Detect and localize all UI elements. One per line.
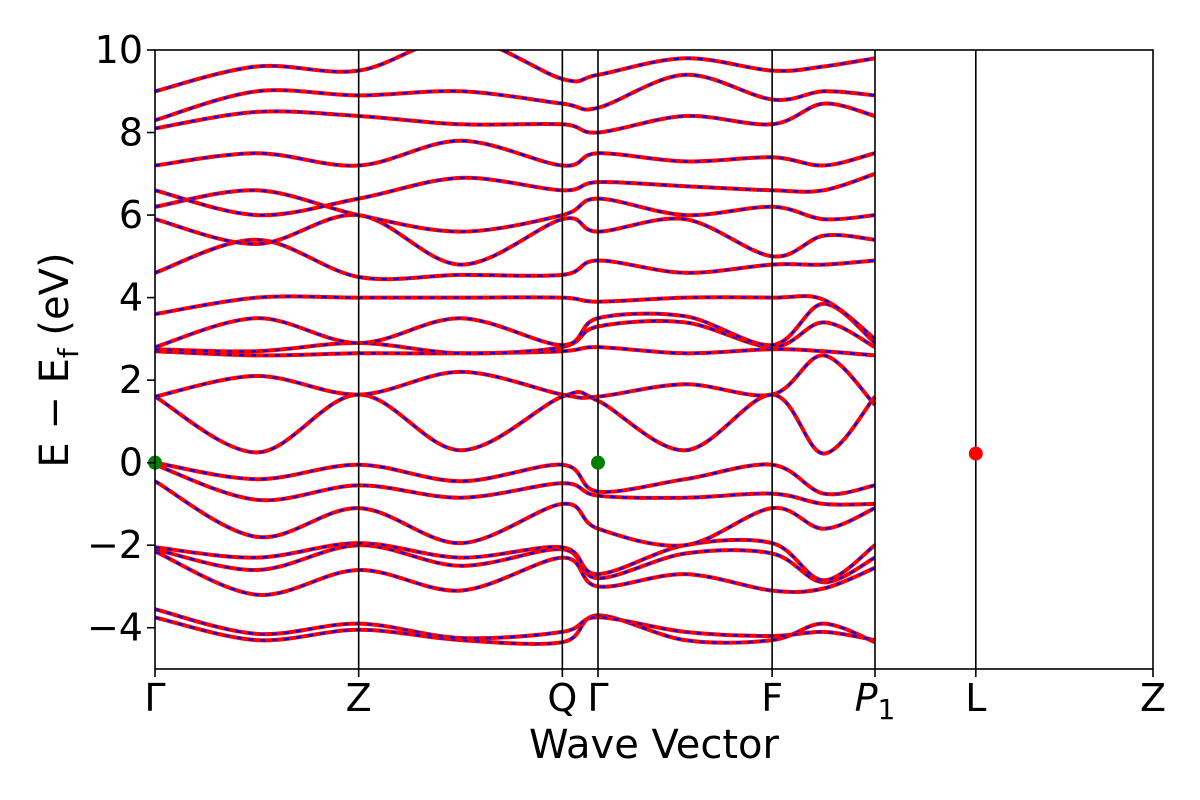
vbm-marker bbox=[590, 455, 605, 470]
cbm-marker bbox=[968, 446, 983, 461]
x-tick-label: L bbox=[965, 676, 986, 720]
x-tick-label: F bbox=[761, 676, 783, 720]
x-tick-label: Z bbox=[1140, 676, 1166, 720]
band-8-dashed bbox=[155, 461, 876, 496]
y-tick-label: −2 bbox=[87, 523, 143, 567]
y-tick-label: 2 bbox=[119, 358, 143, 402]
y-axis-label-unit: (eV) bbox=[32, 252, 78, 348]
band-14-dashed bbox=[155, 294, 876, 340]
band-18-dashed bbox=[155, 172, 876, 217]
band-5-dashed bbox=[155, 538, 876, 582]
plot-area-background bbox=[155, 50, 1153, 669]
plot-frame bbox=[154, 49, 1154, 670]
x-tick-label: Γ bbox=[144, 676, 165, 720]
y-tick-label: 6 bbox=[119, 193, 143, 237]
band-19-dashed bbox=[155, 139, 876, 167]
y-tick-label: 8 bbox=[119, 111, 143, 155]
y-axis-label-subscript: f bbox=[52, 347, 85, 358]
y-axis-ticks: 10 8 6 4 2 0 −2 −4 bbox=[87, 28, 155, 650]
band-9-dashed bbox=[155, 390, 876, 455]
x-tick-label: Q bbox=[547, 676, 577, 720]
band-16-dashed bbox=[155, 213, 876, 266]
band-11-dashed bbox=[155, 345, 876, 357]
band-22-dashed bbox=[155, 50, 876, 93]
x-axis-ticks: Γ Z Q Γ F P1 L Z bbox=[144, 669, 1166, 726]
band-1-solid bbox=[155, 613, 876, 646]
y-tick-label: −4 bbox=[87, 606, 143, 650]
band-3-dashed bbox=[155, 550, 876, 596]
y-tick-label: 10 bbox=[95, 28, 143, 72]
band-13-dashed bbox=[155, 302, 876, 349]
x-axis-label: Wave Vector bbox=[529, 722, 780, 768]
y-axis-label-main: E − E bbox=[32, 358, 78, 468]
high-symmetry-lines bbox=[357, 50, 977, 669]
band-7-dashed bbox=[155, 463, 876, 506]
x-tick-label: Γ bbox=[587, 676, 608, 720]
y-tick-label: 4 bbox=[119, 276, 143, 320]
x-tick-label: P1 bbox=[855, 676, 896, 726]
y-tick-label: 0 bbox=[119, 441, 143, 485]
x-tick-label: Z bbox=[346, 676, 372, 720]
band-6-dashed bbox=[155, 480, 876, 547]
band-10-dashed bbox=[155, 354, 876, 406]
y-axis-label: E − Ef (eV) bbox=[32, 252, 85, 467]
